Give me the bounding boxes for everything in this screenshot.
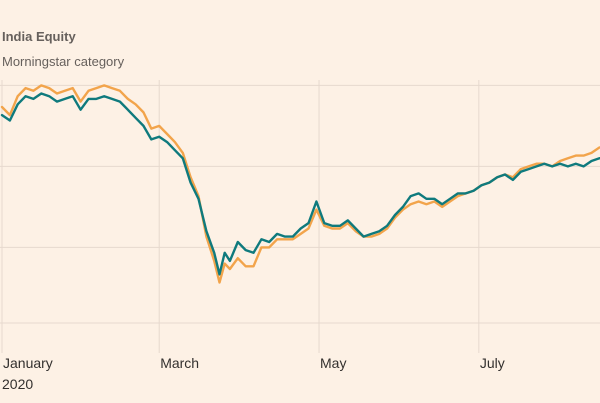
legend-primary-label: India Equity [2, 29, 76, 44]
x-axis-year-label: 2020 [2, 376, 33, 392]
x-tick-label-march: March [160, 355, 199, 371]
series-line-morningstar-category [0, 84, 600, 284]
gridlines [0, 80, 600, 353]
x-axis: 2020 January March May July [2, 355, 505, 392]
series-line-india-equity [0, 92, 600, 276]
legend-secondary-label: Morningstar category [2, 54, 125, 69]
x-tick-label-january: January [3, 355, 53, 371]
x-tick-label-may: May [320, 355, 346, 371]
series-layer [0, 84, 600, 284]
x-tick-label-july: July [480, 355, 505, 371]
